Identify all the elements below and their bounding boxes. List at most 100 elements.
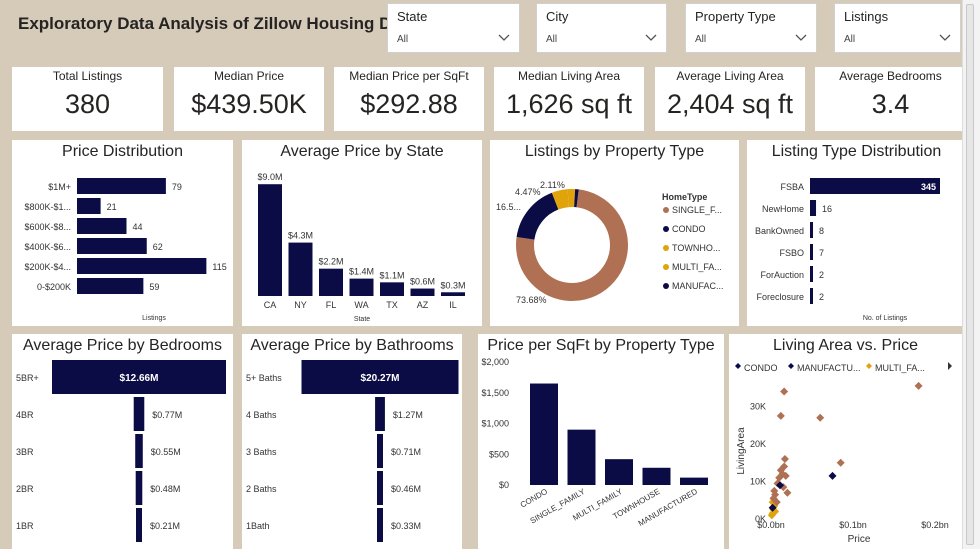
avg-price-by-bathrooms-panel[interactable]: Average Price by Bathrooms 5+ Baths $20.2…	[242, 334, 462, 549]
chart-title: Price Distribution	[62, 143, 183, 160]
scatter-point	[780, 462, 789, 471]
legend-label: MULTI_FA...	[672, 262, 722, 272]
chevron-down-icon[interactable]	[939, 32, 951, 42]
chevron-down-icon[interactable]	[645, 32, 657, 42]
bar	[377, 471, 383, 505]
city-slicer[interactable]: City All	[536, 3, 667, 53]
listings-by-property-type-chart: 73.68% 16.5... 4.47%2.11% HomeType SINGLE_F.…	[496, 180, 724, 305]
kpi-value: $292.88	[360, 89, 458, 119]
data-label: $0.21M	[150, 521, 180, 531]
bar	[77, 278, 144, 294]
bar	[77, 238, 147, 254]
legend-marker	[663, 283, 669, 289]
scatter-point	[771, 507, 780, 516]
bar	[258, 184, 282, 296]
x-tick-label: $0.2bn	[921, 520, 949, 530]
scatter-point	[781, 471, 790, 480]
bar	[642, 467, 671, 485]
slice-label: 16.5...	[496, 202, 521, 212]
bar	[680, 477, 708, 485]
listing-type-distribution-chart: FSBA 345 NewHome 16 BankOwned 8 FSBO 7 ForAuctio…	[755, 178, 940, 322]
kpi-label: Median Price per SqFt	[349, 69, 469, 83]
legend-marker	[663, 264, 669, 270]
axis-label: Listings	[142, 315, 166, 322]
category-label: 1BR	[16, 521, 34, 531]
category-label: NY	[294, 300, 307, 310]
legend-label: TOWNHO...	[672, 243, 720, 253]
data-label: 2	[819, 270, 824, 280]
bar	[135, 471, 143, 505]
data-label: 16	[822, 204, 832, 214]
kpi-label: Total Listings	[52, 69, 123, 83]
category-label: $1M+	[48, 182, 71, 192]
kpi-average-living-area: Average Living Area 2,404 sq ft	[655, 67, 805, 131]
legend-marker	[663, 245, 669, 251]
listings-by-property-type-panel[interactable]: Listings by Property Type 73.68% 16.5... 4…	[490, 140, 739, 326]
price-distribution-panel[interactable]: Price Distribution $1M+ 79 $800K-$1... 21 $6…	[12, 140, 233, 326]
data-label: $9.0M	[257, 172, 282, 182]
y-axis-label: LivingArea	[736, 427, 747, 475]
category-label: BankOwned	[755, 226, 804, 236]
living-area-vs-price-panel[interactable]: Living Area vs. Price CONDO MANUFACTU... M…	[729, 334, 962, 549]
kpi-median-price: Median Price $439.50K	[174, 67, 324, 131]
price-per-sqft-chart: $0$500$1,000$1,500$2,000CONDOSINGLE_FAMI…	[481, 357, 708, 528]
kpi-label: Median Living Area	[517, 69, 621, 83]
legend-label: MANUFAC...	[672, 281, 724, 291]
pie-slice	[551, 189, 570, 210]
chart-title: Living Area vs. Price	[773, 337, 918, 354]
bar	[77, 178, 166, 194]
chart-title: Listing Type Distribution	[771, 143, 942, 160]
data-label: 62	[153, 242, 163, 252]
state-slicer[interactable]: State All	[387, 3, 520, 53]
slice-label: 73.68%	[516, 295, 547, 305]
category-label: $400K-$6...	[24, 242, 71, 252]
scatter-point	[771, 490, 780, 499]
legend-label: MULTI_FA...	[875, 363, 925, 373]
bar	[133, 397, 145, 431]
chevron-down-icon[interactable]	[498, 32, 510, 42]
bar	[77, 198, 101, 214]
category-label: $800K-$1...	[24, 202, 71, 212]
category-label: 3 Baths	[246, 447, 277, 457]
chart-title: Average Price by Bedrooms	[23, 337, 222, 354]
chevron-down-icon[interactable]	[795, 32, 807, 42]
category-label: AZ	[417, 300, 429, 310]
category-label: CA	[264, 300, 277, 310]
bar	[77, 258, 207, 274]
listings-slicer-label: Listings	[844, 9, 889, 24]
price-per-sqft-panel[interactable]: Price per SqFt by Property Type $0 $500 $1…	[478, 334, 724, 549]
state-slicer-label: State	[397, 9, 428, 24]
scatter-point	[914, 381, 923, 390]
bar	[605, 459, 633, 485]
city-slicer-value: All	[546, 34, 558, 45]
bar	[136, 508, 142, 542]
legend-next-icon	[948, 362, 952, 370]
avg-price-by-state-panel[interactable]: Average Price by State $9.0M CA $4.3M NY $2.…	[242, 140, 482, 326]
listings-slicer[interactable]: Listings All	[834, 3, 961, 53]
category-label: IL	[449, 300, 457, 310]
y-tick-label: 0K	[755, 514, 766, 524]
avg-price-by-bedrooms-panel[interactable]: Average Price by Bedrooms 5BR+ $12.66M 4BR…	[12, 334, 233, 549]
bar	[810, 266, 813, 282]
scatter-point	[776, 481, 785, 490]
kpi-total-listings: Total Listings 380	[12, 67, 163, 131]
y-tick-label: 30K	[750, 402, 766, 412]
slice-label: 4.47%	[515, 187, 541, 197]
scatter-point	[828, 471, 837, 480]
pie-slice	[516, 192, 559, 241]
data-label: $12.66M	[120, 373, 159, 384]
y-tick-label: $0	[499, 480, 509, 490]
data-label: 7	[819, 248, 824, 258]
category-label: FL	[326, 300, 337, 310]
kpi-value: $439.50K	[191, 89, 307, 119]
listing-type-distribution-panel[interactable]: Listing Type Distribution FSBA 345 NewHome…	[747, 140, 966, 326]
bar	[810, 178, 940, 194]
legend-marker	[735, 363, 741, 369]
bar	[380, 282, 404, 296]
bar	[810, 222, 814, 238]
dashboard-title: Exploratory Data Analysis of Zillow Hous…	[18, 14, 416, 33]
property-type-slicer[interactable]: Property Type All	[685, 3, 817, 53]
data-label: $1.1M	[379, 270, 404, 280]
scrollbar-thumb[interactable]	[966, 4, 974, 545]
kpi-value: 3.4	[871, 89, 910, 119]
